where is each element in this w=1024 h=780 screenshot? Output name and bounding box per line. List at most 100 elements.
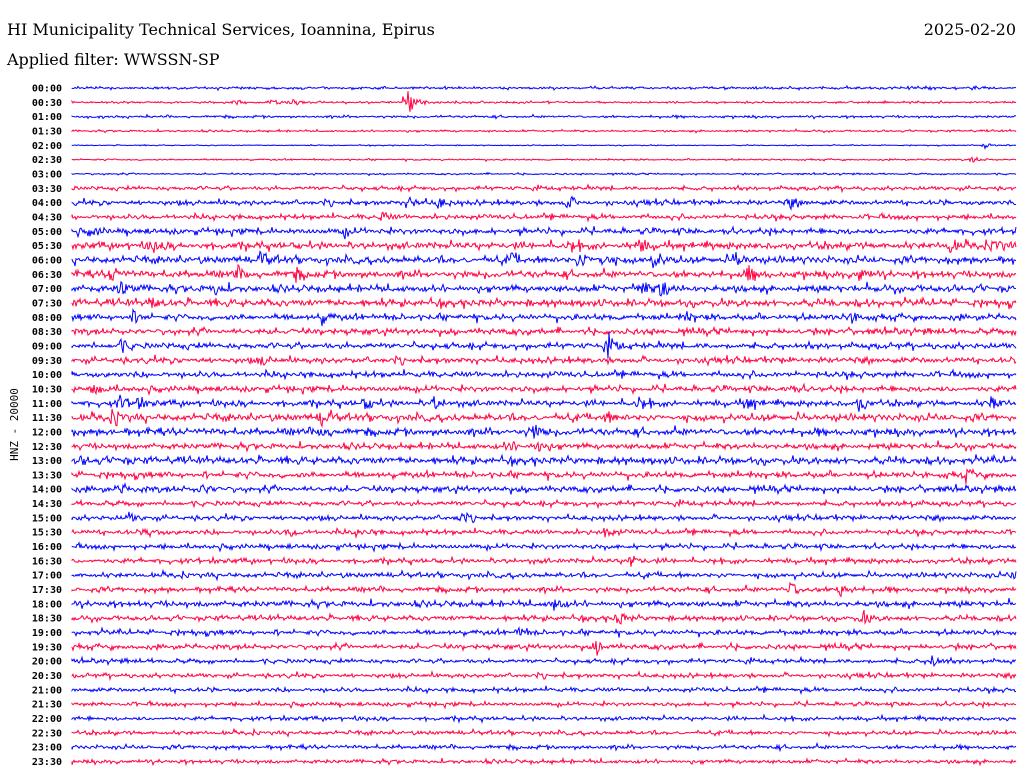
row-time-label: 18:30	[32, 614, 62, 625]
row-time-label: 19:30	[32, 642, 62, 653]
row-time-label: 02:30	[32, 155, 62, 166]
trace-row-1800	[71, 597, 1017, 611]
trace-row-0730	[71, 295, 1017, 310]
row-time-label: 14:30	[32, 499, 62, 510]
row-time-label: 19:00	[32, 628, 62, 639]
date-label: 2025-02-20	[923, 20, 1016, 39]
trace-row-1930	[71, 640, 1017, 656]
trace-row-1500	[71, 511, 1017, 524]
row-time-label: 12:00	[32, 427, 62, 438]
filter-label: Applied filter: WWSSN-SP	[7, 50, 220, 69]
row-time-label: 04:30	[32, 212, 62, 223]
trace-row-2100	[71, 685, 1017, 696]
trace-row-0800	[71, 308, 1017, 327]
row-time-label: 08:00	[32, 313, 62, 324]
row-time-label: 07:00	[32, 284, 62, 295]
row-time-label: 04:00	[32, 198, 62, 209]
row-time-label: 08:30	[32, 327, 62, 338]
row-time-label: 01:30	[32, 126, 62, 137]
row-time-label: 00:00	[32, 84, 62, 95]
trace-row-0700	[71, 280, 1017, 297]
row-time-label: 05:30	[32, 241, 62, 252]
trace-row-2300	[71, 741, 1017, 753]
trace-row-0100	[71, 113, 1017, 120]
row-time-label: 13:00	[32, 456, 62, 467]
row-time-label: 13:30	[32, 470, 62, 481]
row-time-label: 14:00	[32, 485, 62, 496]
trace-row-1130	[71, 408, 1017, 428]
row-time-label: 09:30	[32, 356, 62, 367]
row-time-label: 11:00	[32, 399, 62, 410]
row-time-label: 00:30	[32, 98, 62, 109]
row-time-label: 21:30	[32, 700, 62, 711]
row-time-label: 21:00	[32, 685, 62, 696]
row-time-label: 17:00	[32, 571, 62, 582]
trace-row-1830	[71, 609, 1017, 625]
trace-row-2330	[71, 756, 1017, 767]
trace-row-1730	[71, 581, 1017, 598]
trace-row-1400	[71, 482, 1017, 496]
trace-row-1300	[71, 453, 1017, 467]
trace-row-2130	[71, 699, 1016, 710]
row-time-label: 23:00	[32, 743, 62, 754]
row-time-label: 06:00	[32, 255, 62, 266]
trace-row-1700	[71, 568, 1017, 582]
trace-row-1430	[71, 497, 1017, 510]
row-time-label: 11:30	[32, 413, 62, 424]
row-time-label: 16:30	[32, 556, 62, 567]
trace-row-2230	[71, 727, 1017, 738]
trace-row-0500	[71, 225, 1017, 240]
row-time-label: 18:00	[32, 599, 62, 610]
row-time-label: 07:30	[32, 298, 62, 309]
trace-row-1230	[71, 439, 1017, 453]
trace-row-0130	[71, 128, 1017, 134]
trace-row-2200	[71, 713, 1017, 724]
row-time-label: 15:00	[32, 513, 62, 524]
trace-row-0600	[71, 250, 1017, 269]
row-time-label: 03:30	[32, 184, 62, 195]
trace-row-0630	[71, 263, 1017, 283]
row-time-label: 23:30	[32, 757, 62, 768]
row-time-label: 20:30	[32, 671, 62, 682]
trace-row-0900	[71, 332, 1017, 359]
trace-row-0230	[71, 156, 1017, 163]
trace-row-0830	[71, 325, 1017, 338]
row-time-label: 02:00	[32, 141, 62, 152]
row-time-label: 17:30	[32, 585, 62, 596]
row-time-label: 15:30	[32, 528, 62, 539]
trace-row-0930	[71, 354, 1017, 367]
row-time-label: 22:00	[32, 714, 62, 725]
trace-row-0000	[71, 84, 1017, 92]
row-time-label: 20:00	[32, 657, 62, 668]
row-time-label: 05:00	[32, 227, 62, 238]
trace-row-1200	[71, 424, 1017, 439]
row-time-label: 10:00	[32, 370, 62, 381]
trace-row-1030	[71, 382, 1017, 396]
trace-row-1330	[71, 467, 1017, 484]
trace-row-2000	[71, 655, 1017, 667]
row-time-label: 09:00	[32, 341, 62, 352]
row-time-label: 16:00	[32, 542, 62, 553]
row-time-label: 22:30	[32, 728, 62, 739]
trace-row-1100	[71, 394, 1017, 412]
trace-row-0530	[71, 238, 1017, 254]
station-title: HI Municipality Technical Services, Ioan…	[7, 20, 435, 39]
trace-row-1000	[71, 368, 1017, 381]
row-time-label: 12:30	[32, 442, 62, 453]
trace-row-0300	[71, 171, 1017, 177]
trace-row-1630	[71, 554, 1017, 567]
row-time-label: 03:00	[32, 169, 62, 180]
row-time-label: 10:30	[32, 384, 62, 395]
row-time-label: 06:30	[32, 270, 62, 281]
trace-row-0200	[71, 143, 1017, 151]
trace-row-0330	[71, 183, 1017, 194]
trace-row-1900	[71, 626, 1017, 638]
trace-row-1600	[71, 541, 1017, 553]
trace-row-2030	[71, 670, 1017, 682]
trace-row-0030	[71, 91, 1017, 112]
trace-row-0430	[71, 211, 1017, 223]
trace-row-1530	[71, 527, 1017, 540]
trace-row-0400	[71, 195, 1017, 211]
